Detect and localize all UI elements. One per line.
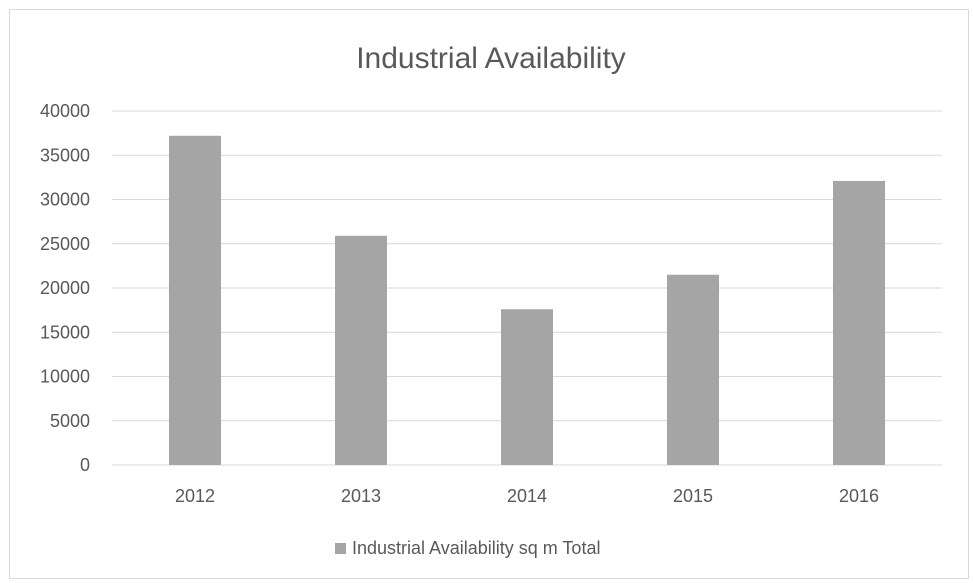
x-tick-label: 2016 [839,486,879,506]
y-tick-label: 25000 [40,234,90,254]
y-tick-label: 0 [80,455,90,475]
y-tick-label: 10000 [40,367,90,387]
x-tick-label: 2015 [673,486,713,506]
y-tick-label: 40000 [40,101,90,121]
bar-2016 [833,180,885,466]
bar-2013 [335,235,387,465]
bar-2015 [667,274,719,465]
y-tick-label: 20000 [40,278,90,298]
bar-2012 [169,135,221,465]
y-tick-label: 30000 [40,190,90,210]
chart-title: Industrial Availability [356,42,626,75]
x-tick-label: 2013 [341,486,381,506]
x-tick-label: 2012 [175,486,215,506]
y-tick-label: 15000 [40,322,90,342]
legend-label: Industrial Availability sq m Total [352,538,600,558]
legend-swatch [335,543,346,554]
y-axis-ticks: 0 5000 10000 15000 20000 25000 30000 35000 40000 [40,101,90,475]
bars [169,135,885,466]
gridlines [112,110,942,466]
y-tick-label: 35000 [40,145,90,165]
legend: Industrial Availability sq m Total [335,538,600,558]
bar-2014 [501,309,553,465]
x-axis-ticks: 2012 2013 2014 2015 2016 [175,486,879,506]
y-tick-label: 5000 [50,411,90,431]
x-tick-label: 2014 [507,486,547,506]
